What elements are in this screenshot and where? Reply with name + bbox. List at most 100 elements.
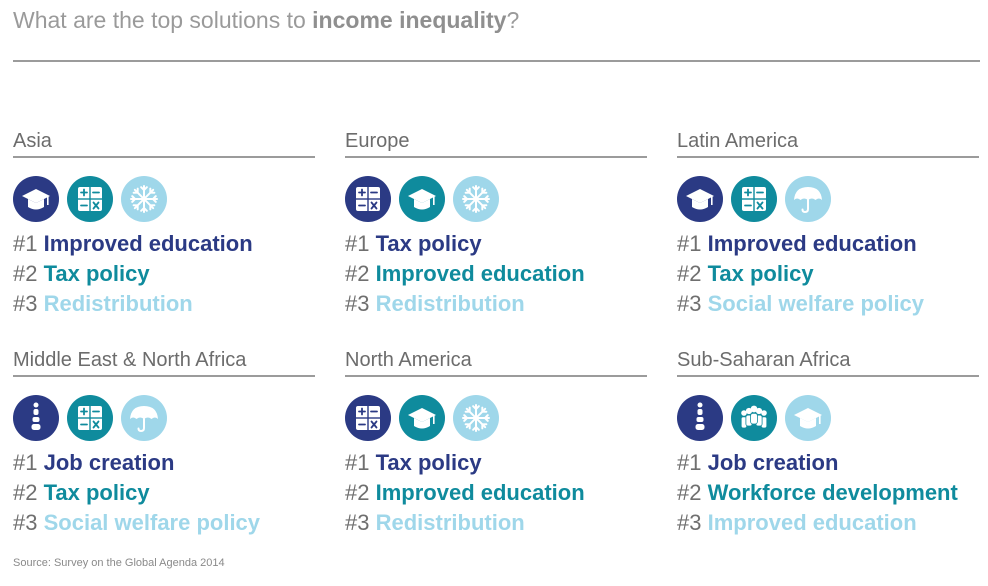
rank-number: #3: [677, 291, 702, 316]
rank-label: Tax policy: [707, 261, 814, 286]
graduation-cap-icon: [13, 176, 59, 222]
rank-label: Tax policy: [375, 231, 482, 256]
rank-1: #1 Tax policy: [345, 448, 647, 478]
calculator-icon: [67, 395, 113, 441]
rank-label: Redistribution: [43, 291, 193, 316]
rank-number: #1: [677, 231, 702, 256]
rank-label: Tax policy: [375, 450, 482, 475]
rank-label: Improved education: [707, 231, 917, 256]
snowflake-icon: [121, 176, 167, 222]
job-ladder-icon: [677, 395, 723, 441]
region-divider: [677, 156, 979, 158]
region-middle-east-north-africa: Middle East & North Africa #1 Job creati…: [13, 348, 315, 538]
region-latin-america: Latin America #1 Improved education #2 T…: [677, 129, 979, 319]
title-suffix: ?: [506, 7, 520, 33]
rank-number: #3: [13, 510, 38, 535]
calculator-icon: [345, 176, 391, 222]
umbrella-icon: [121, 395, 167, 441]
job-ladder-icon: [13, 395, 59, 441]
job-ladder-icon: [13, 395, 59, 441]
rank-label: Job creation: [43, 450, 175, 475]
rank-2: #2 Improved education: [345, 259, 647, 289]
source-note: Source: Survey on the Global Agenda 2014: [13, 557, 225, 569]
snowflake-icon: [453, 395, 499, 441]
rank-label: Tax policy: [43, 261, 150, 286]
rank-2: #2 Tax policy: [677, 259, 979, 289]
rank-number: #3: [677, 510, 702, 535]
calculator-icon: [67, 176, 113, 222]
rank-2: #2 Improved education: [345, 478, 647, 508]
title-divider: [13, 60, 980, 62]
region-name: North America: [345, 349, 472, 371]
rank-3: #3 Redistribution: [345, 289, 647, 319]
rank-label: Improved education: [707, 510, 917, 535]
rank-2: #2 Workforce development: [677, 478, 979, 508]
region-divider: [677, 375, 979, 377]
icon-row: [13, 176, 315, 222]
calculator-icon: [731, 176, 777, 222]
graduation-cap-icon: [399, 395, 445, 441]
icon-row: [677, 176, 979, 222]
rank-number: #2: [13, 480, 38, 505]
workforce-group-icon: [731, 395, 777, 441]
rank-label: Workforce development: [707, 480, 958, 505]
rank-3: #3 Social welfare policy: [677, 289, 979, 319]
rank-label: Social welfare policy: [707, 291, 925, 316]
icon-row: [13, 395, 315, 441]
rank-3: #3 Redistribution: [13, 289, 315, 319]
rank-2: #2 Tax policy: [13, 259, 315, 289]
graduation-cap-icon: [13, 176, 59, 222]
graduation-cap-icon: [677, 176, 723, 222]
snowflake-icon: [121, 176, 167, 222]
graduation-cap-icon: [399, 176, 445, 222]
region-divider: [13, 156, 315, 158]
rank-label: Social welfare policy: [43, 510, 261, 535]
graduation-cap-icon: [399, 176, 445, 222]
calculator-icon: [345, 395, 391, 441]
snowflake-icon: [453, 395, 499, 441]
rank-label: Job creation: [707, 450, 839, 475]
icon-row: [677, 395, 979, 441]
snowflake-icon: [453, 176, 499, 222]
rank-1: #1 Improved education: [13, 229, 315, 259]
rank-label: Improved education: [43, 231, 253, 256]
rank-number: #1: [345, 450, 370, 475]
rank-label: Redistribution: [375, 291, 525, 316]
icon-row: [345, 176, 647, 222]
region-name: Europe: [345, 130, 410, 152]
region-sub-saharan-africa: Sub-Saharan Africa #1 Job creation #2 Wo…: [677, 348, 979, 538]
rank-number: #3: [345, 291, 370, 316]
region-name: Asia: [13, 130, 52, 152]
workforce-group-icon: [731, 395, 777, 441]
rank-label: Tax policy: [43, 480, 150, 505]
region-divider: [345, 375, 647, 377]
rank-number: #1: [13, 231, 38, 256]
snowflake-icon: [453, 176, 499, 222]
region-divider: [13, 375, 315, 377]
rank-number: #2: [13, 261, 38, 286]
calculator-icon: [345, 176, 391, 222]
page-title: What are the top solutions to income ine…: [13, 7, 519, 34]
umbrella-icon: [785, 176, 831, 222]
calculator-icon: [731, 176, 777, 222]
icon-row: [345, 395, 647, 441]
rank-3: #3 Redistribution: [345, 508, 647, 538]
calculator-icon: [345, 395, 391, 441]
calculator-icon: [67, 176, 113, 222]
title-emphasis: income inequality: [312, 7, 507, 33]
region-divider: [345, 156, 647, 158]
rank-label: Improved education: [375, 261, 585, 286]
region-name: Sub-Saharan Africa: [677, 349, 851, 371]
calculator-icon: [67, 395, 113, 441]
rank-3: #3 Social welfare policy: [13, 508, 315, 538]
rank-number: #3: [13, 291, 38, 316]
rank-1: #1 Job creation: [13, 448, 315, 478]
rank-label: Redistribution: [375, 510, 525, 535]
rank-number: #3: [345, 510, 370, 535]
graduation-cap-icon: [785, 395, 831, 441]
rank-number: #1: [13, 450, 38, 475]
region-asia: Asia #1 Improved education #2 Tax policy…: [13, 129, 315, 319]
job-ladder-icon: [677, 395, 723, 441]
rank-number: #1: [677, 450, 702, 475]
rank-label: Improved education: [375, 480, 585, 505]
